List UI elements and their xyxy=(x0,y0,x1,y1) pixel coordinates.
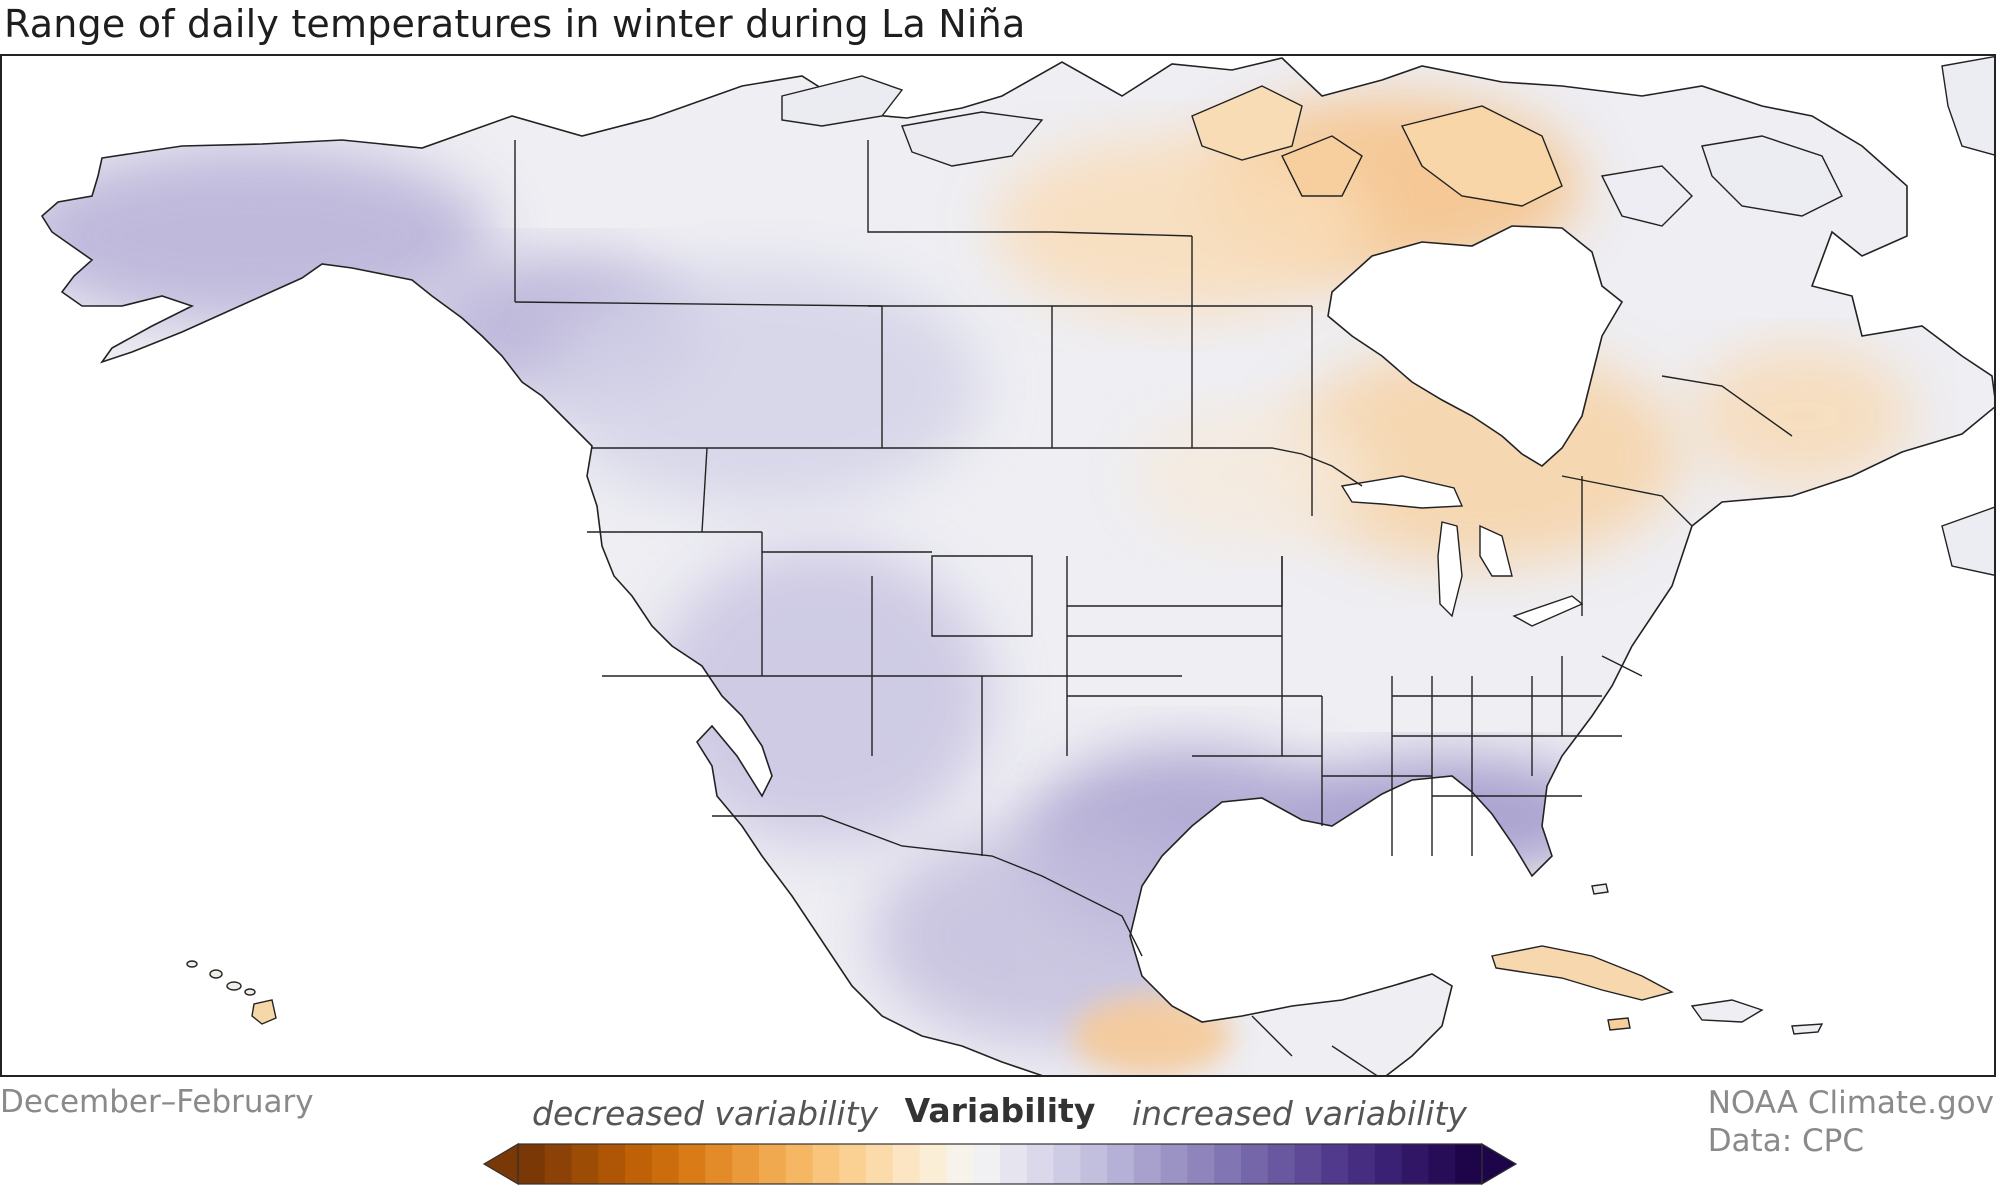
colorbar-cell xyxy=(1294,1144,1322,1184)
colorbar-cell xyxy=(518,1144,546,1184)
lake-michigan xyxy=(1437,521,1463,618)
hawaii-islands xyxy=(186,960,277,1025)
colorbar-cell xyxy=(1321,1144,1349,1184)
colorbar-cell xyxy=(759,1144,787,1184)
colorbar-outline xyxy=(517,1143,1483,1185)
colorbar-cell xyxy=(1348,1144,1376,1184)
credit-block: NOAA Climate.gov Data: CPC xyxy=(1708,1084,1994,1160)
legend-title: Variability xyxy=(904,1091,1096,1130)
colorbar-left-arrow xyxy=(482,1142,519,1186)
colorbar-cell xyxy=(651,1144,680,1184)
colorbar-cell xyxy=(1133,1144,1162,1184)
colorbar-cell xyxy=(678,1144,707,1184)
credit-data: Data: CPC xyxy=(1707,1123,1864,1159)
hudson-bay xyxy=(1327,225,1624,467)
colorbar-cell xyxy=(1000,1144,1028,1184)
greenland-edge xyxy=(1941,56,1994,156)
lake-superior xyxy=(1340,475,1464,509)
political-borders xyxy=(514,140,1793,1075)
newfoundland xyxy=(1941,506,1994,576)
colorbar-cell xyxy=(1053,1144,1081,1184)
colorbar-cell xyxy=(625,1144,653,1184)
colorbar-cell xyxy=(732,1144,760,1184)
colorbar-cell xyxy=(1214,1144,1242,1184)
north-america-map xyxy=(41,56,1994,1075)
colorbar-cell xyxy=(1428,1144,1456,1184)
legend-colorbar xyxy=(482,1142,1518,1186)
arctic-islands xyxy=(781,75,1843,227)
colorbar-cell xyxy=(705,1144,733,1184)
map-title: Range of daily temperatures in winter du… xyxy=(4,2,1026,46)
colorbar-cell xyxy=(785,1144,814,1184)
colorbar-cell xyxy=(1107,1144,1135,1184)
colorbar-cell xyxy=(1241,1144,1269,1184)
season-label: December–February xyxy=(0,1084,314,1120)
legend-left-label: decreased variability xyxy=(532,1094,879,1133)
colorbar-cell xyxy=(866,1144,894,1184)
colorbar-cell xyxy=(1187,1144,1215,1184)
colorbar-cell xyxy=(973,1144,1001,1184)
colorbar-cell xyxy=(1267,1144,1296,1184)
colorbar-cell xyxy=(946,1144,974,1184)
colorbar-cell xyxy=(544,1144,573,1184)
colorbar-cell xyxy=(839,1144,867,1184)
colorbar-cell xyxy=(1374,1144,1403,1184)
colorbar-cell xyxy=(598,1144,626,1184)
credit-source: NOAA Climate.gov xyxy=(1707,1085,1994,1121)
colorbar-cell xyxy=(571,1144,599,1184)
legend-right-label: increased variability xyxy=(1132,1094,1467,1133)
map-panel xyxy=(0,54,1996,1077)
colorbar-cell xyxy=(892,1144,921,1184)
colorbar-cell xyxy=(1401,1144,1430,1184)
colorbar-cell xyxy=(1160,1144,1189,1184)
colorbar-cells xyxy=(518,1144,1483,1184)
colorbar-right-arrow xyxy=(1481,1142,1518,1186)
colorbar-cell xyxy=(1026,1144,1055,1184)
colorbar-cell xyxy=(919,1144,948,1184)
colorbar-cell xyxy=(1455,1144,1483,1184)
lake-huron xyxy=(1479,524,1513,577)
colorbar-cell xyxy=(1080,1144,1108,1184)
colorbar-cell xyxy=(812,1144,840,1184)
caribbean-islands xyxy=(1491,883,1824,1035)
